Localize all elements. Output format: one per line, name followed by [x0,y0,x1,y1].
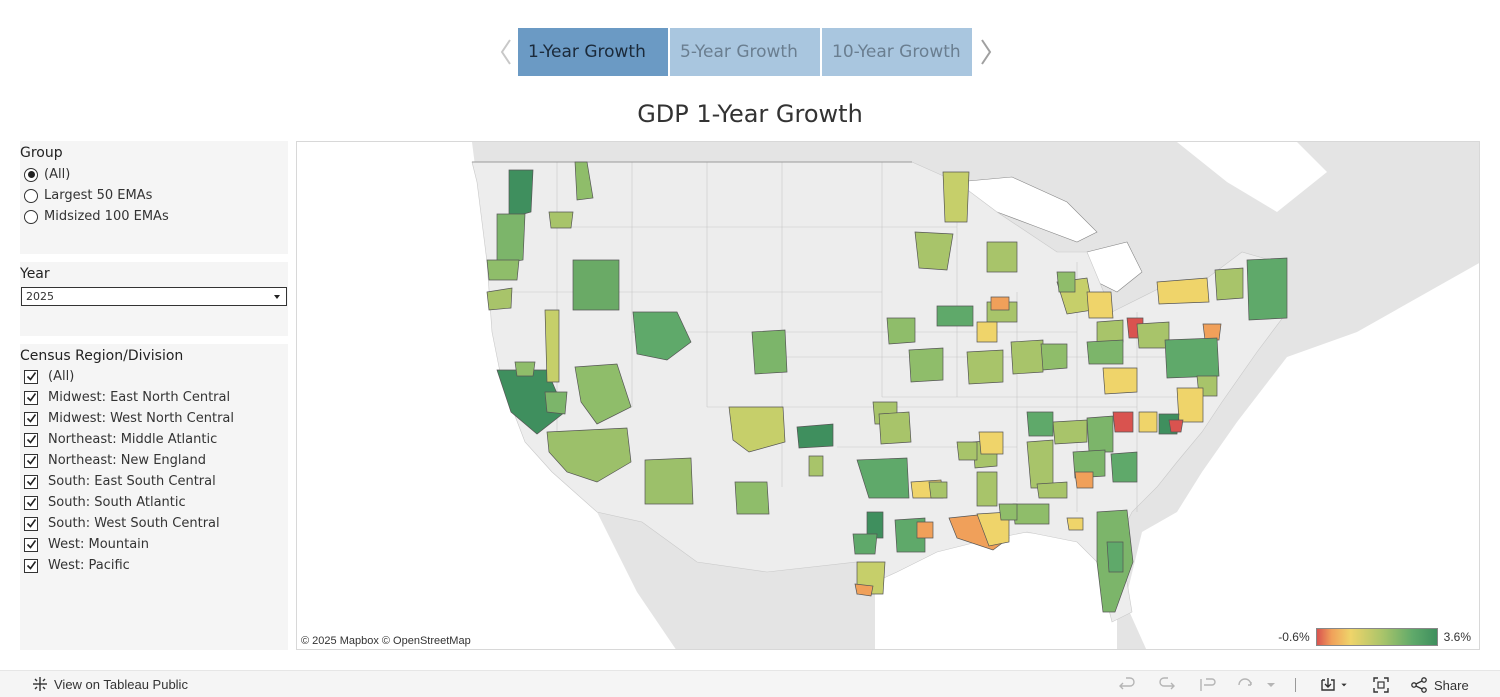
fullscreen-icon [1373,677,1389,693]
redo-icon [1159,677,1175,690]
region-option[interactable]: West: Pacific [20,555,288,576]
region-option[interactable]: Midwest: East North Central [20,387,288,408]
region-option[interactable]: Northeast: Middle Atlantic [20,429,288,450]
tableau-logo-icon [33,677,47,691]
caret-down-icon [274,295,280,299]
legend-max-label: 3.6% [1443,630,1471,644]
region-option-label: Midwest: East North Central [48,390,231,405]
region-option-label: Northeast: New England [48,453,206,468]
undo-icon [1119,677,1135,690]
checkbox-checked-icon[interactable] [24,516,38,531]
group-filter-label: Group [20,145,63,161]
checkbox-checked-icon[interactable] [24,474,38,489]
view-on-tableau-public-link[interactable]: View on Tableau Public [32,676,188,692]
pause-dropdown[interactable] [1262,676,1280,694]
region-option-label: West: Mountain [48,537,150,552]
legend-gradient-bar [1315,628,1438,646]
region-filter-panel: Census Region/Division (All) Midwest: Eas… [20,344,288,650]
group-filter-panel: Group (All) Largest 50 EMAs Midsized 100… [20,141,288,254]
radio-icon[interactable] [24,209,38,224]
previous-tab-button[interactable] [494,28,518,76]
checkbox-checked-icon[interactable] [24,537,38,552]
tab-1-year-growth[interactable]: 1-Year Growth [518,28,668,76]
region-filter-label: Census Region/Division [20,348,184,364]
region-checkbox-list: (All) Midwest: East North Central Midwest:… [20,366,288,576]
gdp-growth-map[interactable]: © 2025 Mapbox © OpenStreetMap -0.6% 3.6% [296,141,1480,650]
caret-down-icon [1341,683,1347,687]
region-option-label: West: Pacific [48,558,130,573]
redo-button[interactable] [1158,676,1176,694]
group-option-all[interactable]: (All) [20,164,288,185]
group-option-label: Midsized 100 EMAs [44,209,169,224]
metro-areas-layer [486,161,1288,613]
tableau-toolbar: View on Tableau Public Share [0,670,1500,697]
chevron-right-icon [981,39,992,65]
region-option[interactable]: South: West South Central [20,513,288,534]
year-filter-label: Year [20,266,50,282]
basemap [297,142,1479,649]
region-option[interactable]: Northeast: New England [20,450,288,471]
refresh-icon [1238,678,1252,686]
tab-10-year-growth[interactable]: 10-Year Growth [822,28,972,76]
revert-icon [1200,678,1216,691]
refresh-button[interactable] [1236,676,1254,694]
region-option[interactable]: West: Mountain [20,534,288,555]
checkbox-checked-icon[interactable] [24,411,38,426]
undo-button[interactable] [1118,676,1136,694]
region-option-label: South: South Atlantic [48,495,186,510]
group-option-midsized-100[interactable]: Midsized 100 EMAs [20,206,288,227]
group-option-label: (All) [44,167,71,182]
group-option-label: Largest 50 EMAs [44,188,153,203]
region-option-label: Northeast: Middle Atlantic [48,432,218,447]
page-title: GDP 1-Year Growth [637,100,863,128]
region-option-label: Midwest: West North Central [48,411,235,426]
revert-button[interactable] [1198,676,1216,694]
radio-icon[interactable] [24,188,38,203]
next-tab-button[interactable] [974,28,998,76]
region-option[interactable]: (All) [20,366,288,387]
color-legend: -0.6% 3.6% [1278,628,1471,646]
radio-selected-icon[interactable] [24,167,38,182]
tab-navigation: 1-Year Growth 5-Year Growth 10-Year Grow… [494,28,998,76]
group-option-largest-50[interactable]: Largest 50 EMAs [20,185,288,206]
checkbox-checked-icon[interactable] [24,558,38,573]
region-option-label: South: West South Central [48,516,220,531]
tab-5-year-growth[interactable]: 5-Year Growth [670,28,820,76]
share-icon [1411,677,1427,693]
region-option[interactable]: South: South Atlantic [20,492,288,513]
caret-down-icon [1267,683,1275,687]
checkbox-checked-icon[interactable] [24,369,38,384]
checkbox-checked-icon[interactable] [24,495,38,510]
region-option[interactable]: South: East South Central [20,471,288,492]
checkbox-checked-icon[interactable] [24,453,38,468]
legend-min-label: -0.6% [1278,630,1310,644]
year-dropdown[interactable]: 2025 [21,287,287,306]
share-button[interactable]: Share [1410,676,1469,694]
fullscreen-button[interactable] [1372,676,1390,694]
view-on-tableau-public-label: View on Tableau Public [54,676,188,692]
region-option[interactable]: Midwest: West North Central [20,408,288,429]
region-option-label: South: East South Central [48,474,216,489]
toolbar-divider [1295,678,1296,692]
checkbox-checked-icon[interactable] [24,432,38,447]
download-icon [1321,678,1335,691]
year-filter-panel: Year 2025 [20,262,288,336]
download-button[interactable] [1320,676,1350,694]
region-option-label: (All) [48,369,75,384]
checkbox-checked-icon[interactable] [24,390,38,405]
map-attribution: © 2025 Mapbox © OpenStreetMap [301,635,471,647]
year-dropdown-value: 2025 [26,290,54,303]
chevron-left-icon [500,39,511,65]
share-label: Share [1434,677,1469,693]
